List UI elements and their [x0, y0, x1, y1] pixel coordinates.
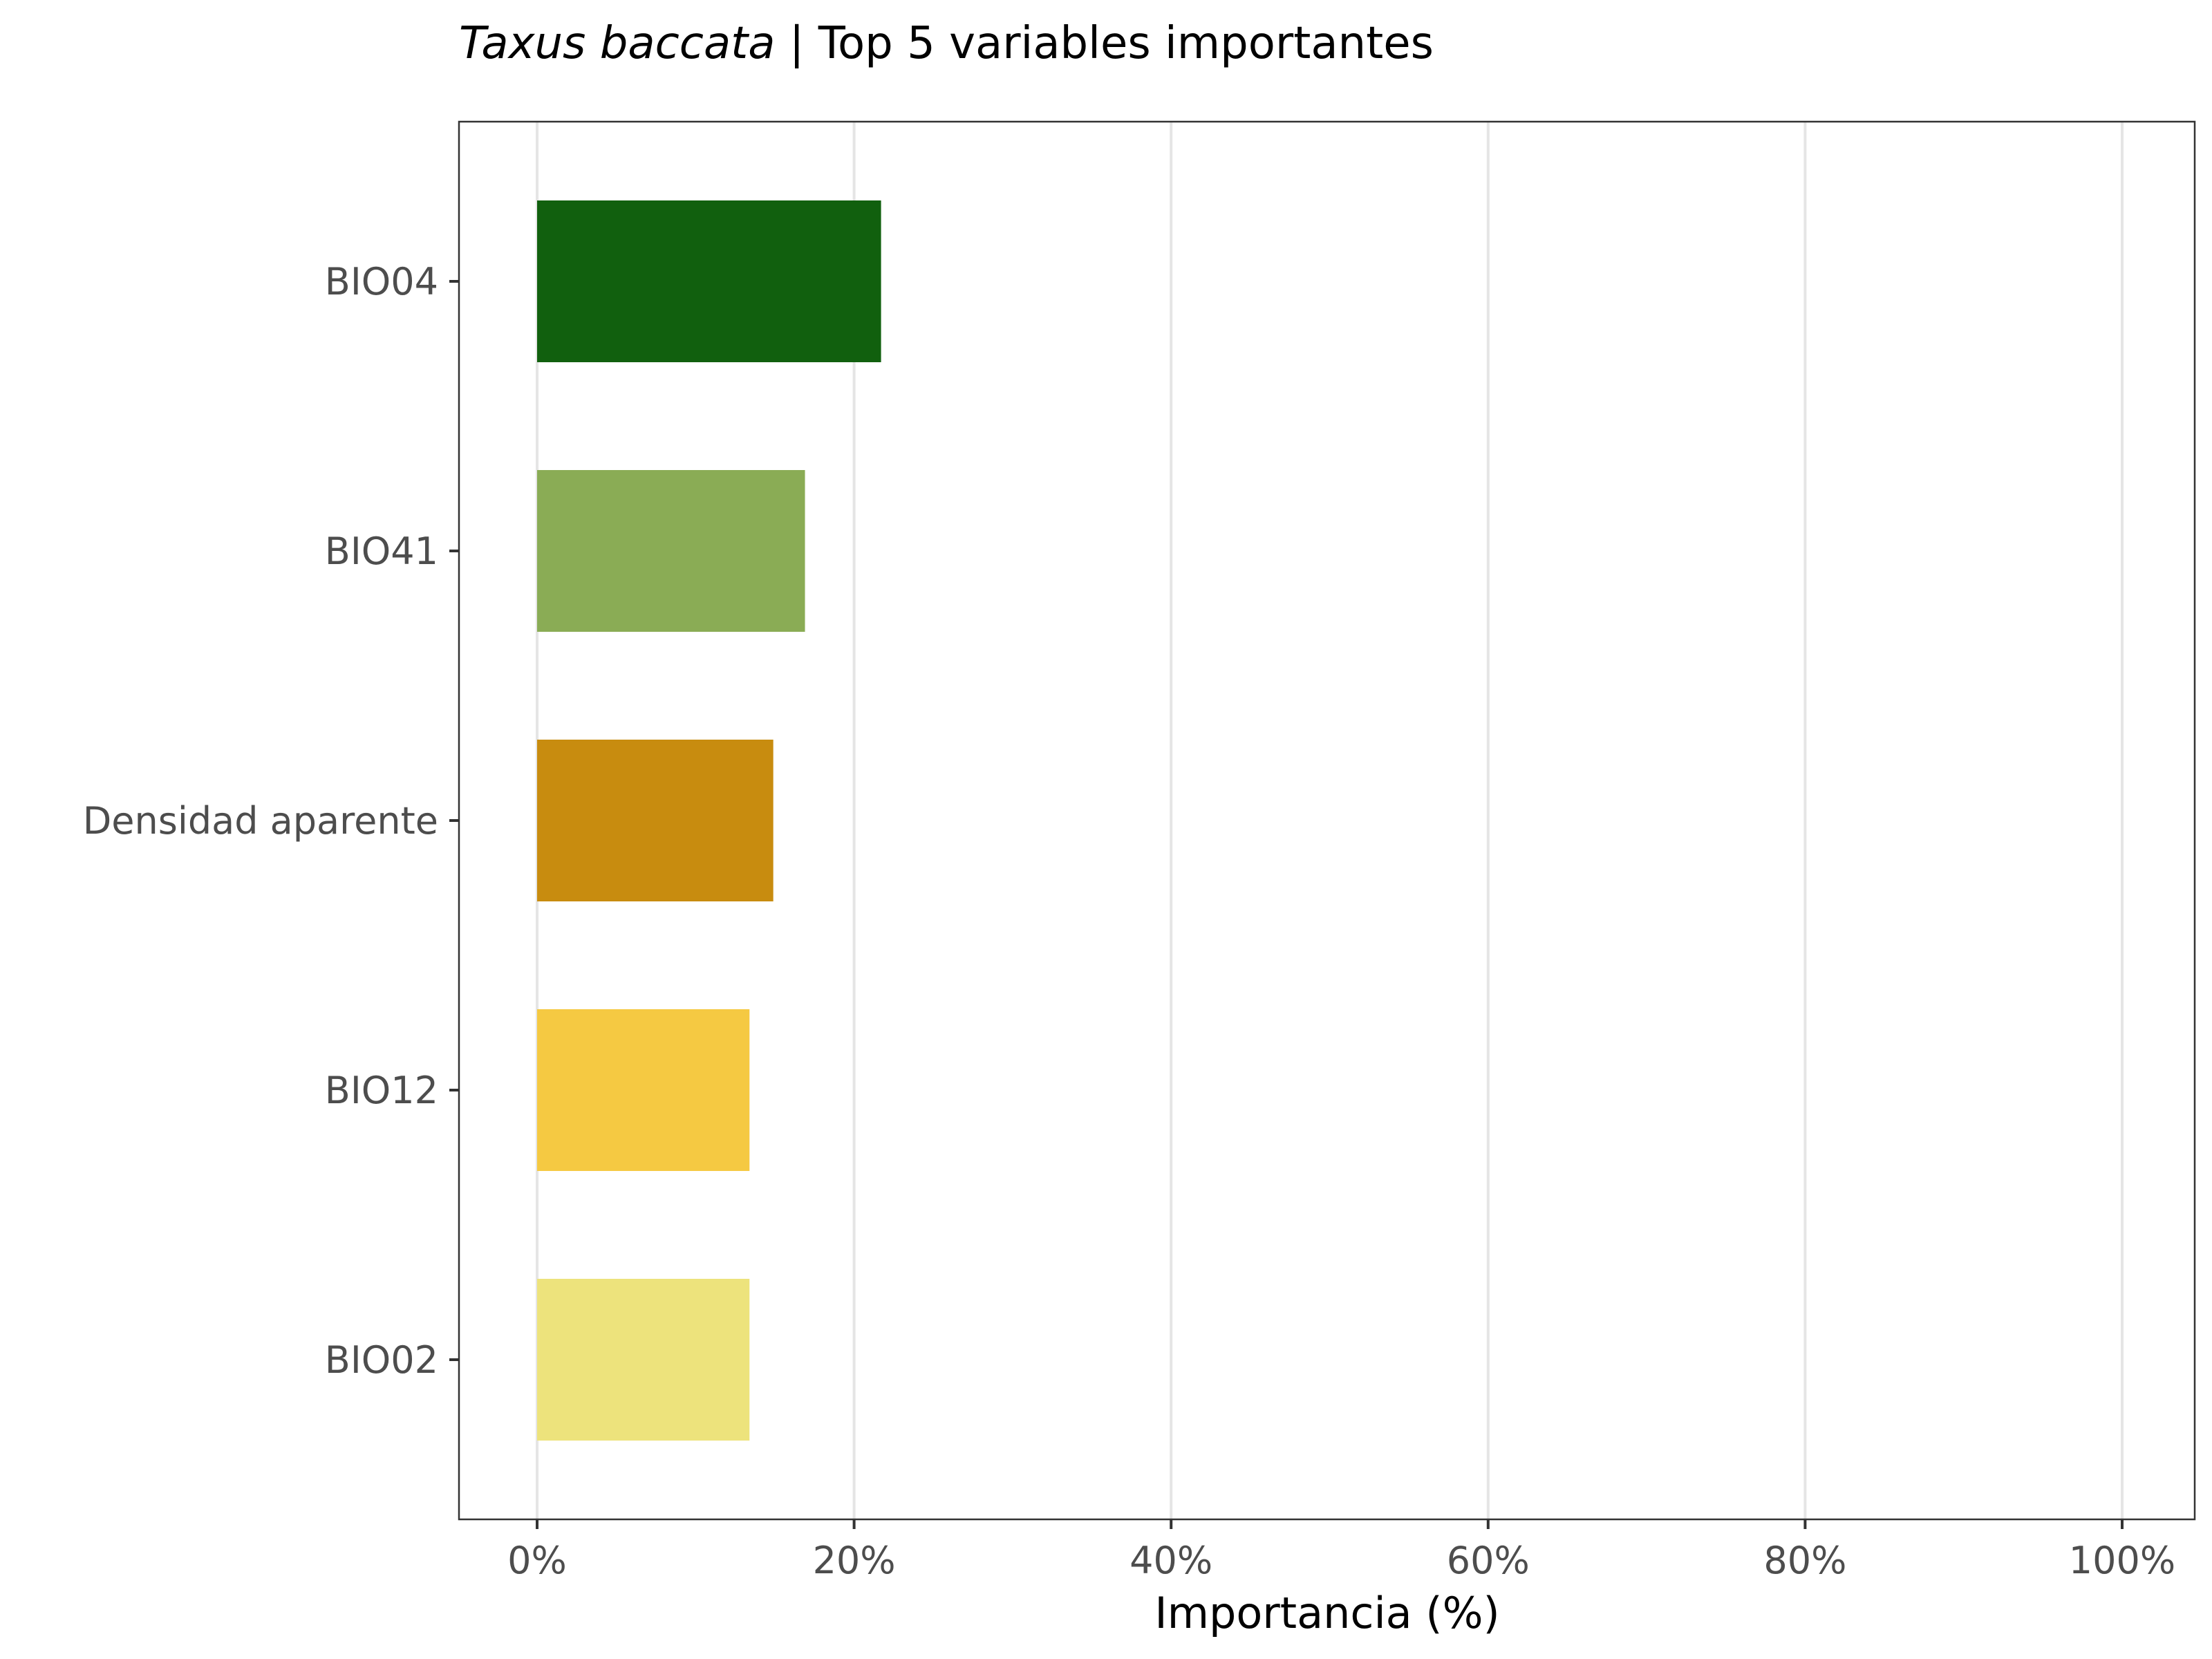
y-tick-label: BIO41: [325, 529, 438, 573]
x-axis: 0% 20% 40% 60% 80% 100%: [507, 1519, 2175, 1582]
chart-title: Taxus baccata | Top 5 variables importan…: [459, 18, 1434, 69]
bar-bio12: [537, 1009, 750, 1171]
x-tick-label: 40%: [1130, 1539, 1212, 1582]
bar-bio02: [537, 1279, 750, 1441]
x-tick-label: 100%: [2069, 1539, 2175, 1582]
y-tick-label: BIO04: [325, 260, 438, 303]
y-tick-label: BIO02: [325, 1338, 438, 1382]
x-tick-label: 20%: [813, 1539, 896, 1582]
y-tick-label: BIO12: [325, 1069, 438, 1112]
chart-title-rest: | Top 5 variables importantes: [775, 18, 1433, 69]
bar-bio04: [537, 200, 881, 362]
x-tick-label: 60%: [1447, 1539, 1530, 1582]
bars: [537, 200, 881, 1441]
y-tick-label: Densidad aparente: [83, 799, 438, 843]
bar-bio41: [537, 470, 805, 632]
chart-title-species: Taxus baccata: [459, 18, 775, 69]
bar-densidad-aparente: [537, 740, 774, 901]
x-tick-label: 80%: [1763, 1539, 1846, 1582]
x-tick-label: 0%: [507, 1539, 567, 1582]
y-axis: BIO04 BIO41 Densidad aparente BIO12 BIO02: [83, 260, 459, 1382]
x-axis-title: Importancia (%): [1154, 1588, 1499, 1638]
